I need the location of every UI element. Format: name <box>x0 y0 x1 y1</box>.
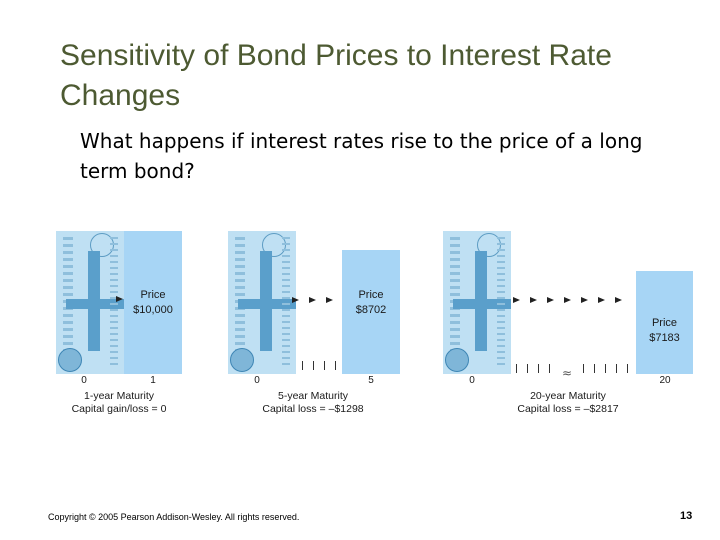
copyright-footer: Copyright © 2005 Pearson Addison-Wesley.… <box>48 512 300 522</box>
capital-gain-loss: Capital gain/loss = 0 <box>71 403 167 415</box>
maturity-caption: 20-year Maturity Capital loss = –$2817 <box>478 390 658 416</box>
price-label: Price $7183 <box>636 316 693 346</box>
slide-question: What happens if interest rates rise to t… <box>80 129 643 183</box>
page-number: 13 <box>680 510 693 522</box>
price-label: Price $10,000 <box>124 288 182 318</box>
dollar-bill-icon <box>56 231 124 374</box>
price-value: $8702 <box>355 304 387 316</box>
price-word: Price <box>651 317 678 329</box>
price-label: Price $8702 <box>342 288 400 318</box>
price-word: Price <box>140 289 166 301</box>
right-arrow-icon <box>564 297 571 303</box>
right-arrow-icon <box>513 297 520 303</box>
right-arrow-icon <box>292 297 299 303</box>
maturity-label: 20-year Maturity <box>530 390 606 402</box>
right-arrow-icon <box>581 297 588 303</box>
axis-break-icon: ≈ <box>562 366 573 380</box>
price-bar <box>636 271 693 374</box>
axis-start-label: 0 <box>254 375 260 386</box>
axis-start-label: 0 <box>469 375 475 386</box>
capital-gain-loss: Capital loss = –$1298 <box>262 403 364 415</box>
axis-end-label: 5 <box>368 375 374 386</box>
right-arrow-icon <box>326 297 333 303</box>
axis-end-label: 20 <box>659 375 671 386</box>
right-arrow-icon <box>547 297 554 303</box>
axis-start-label: 0 <box>81 375 87 386</box>
maturity-label: 5-year Maturity <box>277 390 349 402</box>
axis-end-label: 1 <box>150 375 156 386</box>
right-arrow-icon <box>116 296 123 302</box>
maturity-caption: 1-year Maturity Capital gain/loss = 0 <box>29 390 209 416</box>
right-arrow-icon <box>530 297 537 303</box>
right-arrow-icon <box>598 297 605 303</box>
price-value: $7183 <box>649 332 680 344</box>
maturity-label: 1-year Maturity <box>83 390 155 402</box>
maturity-caption: 5-year Maturity Capital loss = –$1298 <box>223 390 403 416</box>
price-value: $10,000 <box>133 304 173 316</box>
capital-gain-loss: Capital loss = –$2817 <box>517 403 619 415</box>
dollar-bill-icon <box>443 231 511 374</box>
slide-title: Sensitivity of Bond Prices to Interest R… <box>60 39 612 112</box>
price-bar <box>342 250 400 374</box>
right-arrow-icon <box>615 297 622 303</box>
price-word: Price <box>358 289 384 301</box>
dollar-bill-icon <box>228 231 296 374</box>
right-arrow-icon <box>309 297 316 303</box>
price-bar <box>124 231 182 374</box>
